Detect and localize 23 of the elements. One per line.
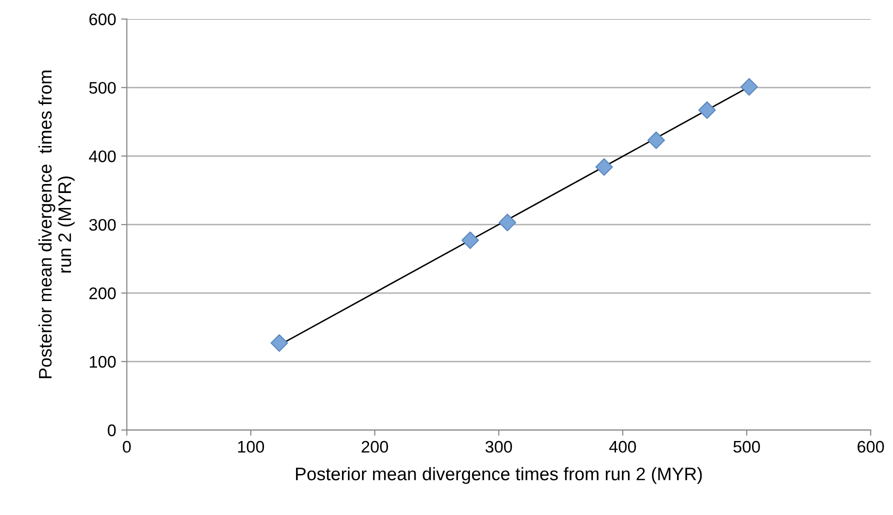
y-tick-label: 400 [88, 150, 116, 162]
x-tick-label: 200 [362, 440, 388, 453]
y-tick-label: 500 [89, 82, 116, 94]
y-tick-label: 300 [89, 218, 116, 231]
y-tick-label: 100 [90, 356, 116, 368]
x-tick-label: 600 [858, 440, 884, 453]
point [461, 232, 479, 250]
y-tick-label: 600 [89, 13, 116, 26]
point [698, 101, 716, 119]
point [740, 78, 758, 96]
x-tick-label: 400 [609, 440, 636, 453]
x-tick-label: 100 [238, 440, 264, 453]
y-tick-label: 0 [108, 424, 116, 436]
point [647, 132, 665, 150]
x-axis-title: Posterior mean divergence times from run 2 (MYR) [296, 467, 702, 484]
y-tick-label: 200 [89, 287, 116, 300]
y-axis-title: Posterior mean divergence times from run 2 (MYR) [38, 70, 75, 378]
x-tick-label: 0 [122, 440, 131, 453]
point [498, 214, 516, 232]
point [270, 334, 288, 352]
x-tick-label: 300 [485, 440, 512, 453]
x-tick-label: 500 [733, 440, 760, 453]
point [595, 158, 613, 176]
